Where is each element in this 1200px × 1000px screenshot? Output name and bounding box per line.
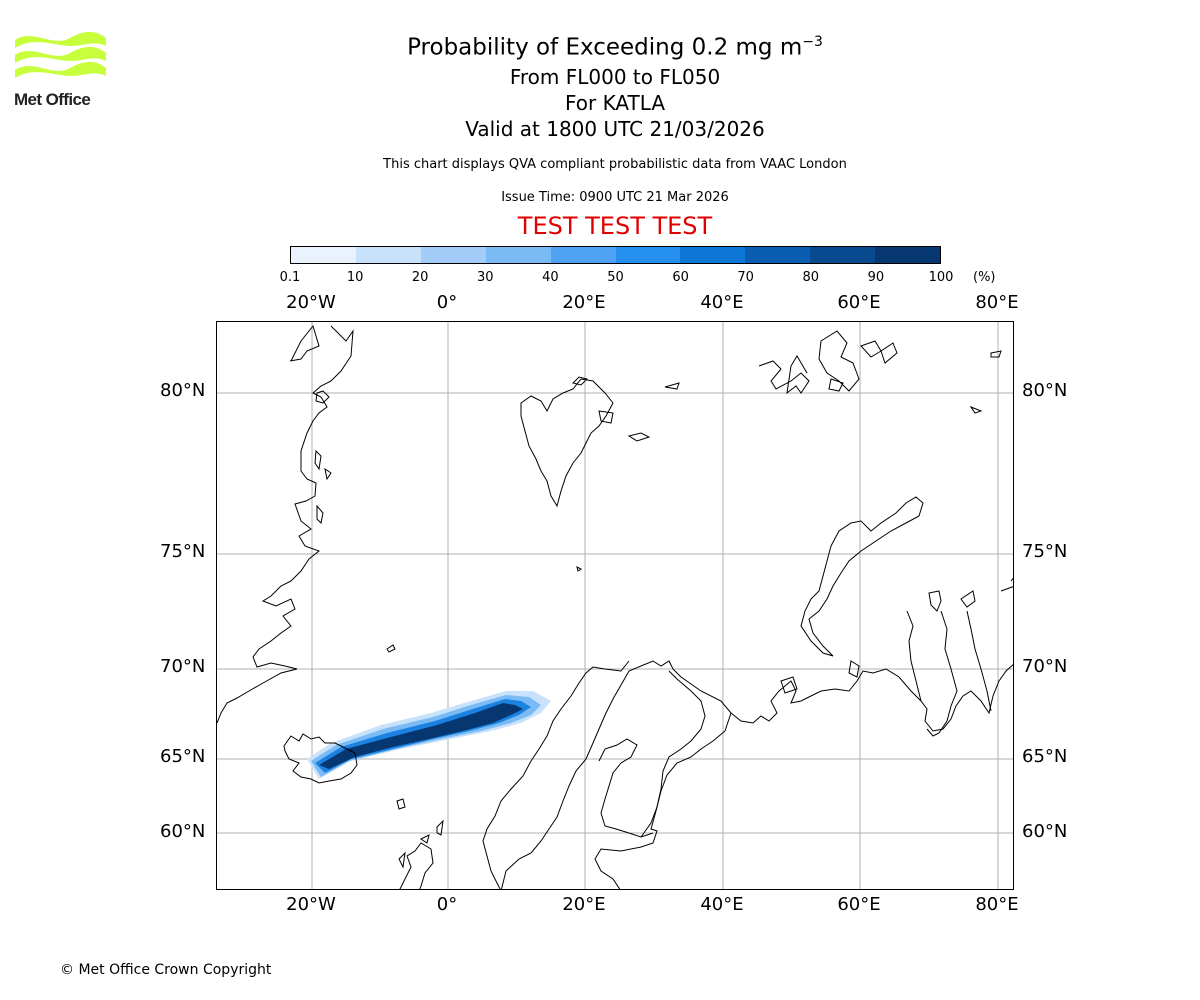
colorbar-tick-label: 10 [346,270,364,285]
colorbar-segment-6 [615,247,681,263]
coast-jan-mayen [386,644,396,653]
colorbar-segment-9 [810,247,876,263]
volcano-name: For KATLA [565,90,665,115]
colorbar-tick-label: 30 [477,270,494,285]
colorbar-segment-10 [875,247,941,263]
copyright-notice: © Met Office Crown Copyright [60,962,272,978]
coast-bothnia [598,738,654,838]
issue-time: Issue Time: 0900 UTC 21 Mar 2026 [501,190,729,205]
lat-label-right-5: 60°N [1022,821,1068,842]
colorbar-tick-label: 20 [411,270,429,285]
test-banner: TEST TEST TEST [517,212,713,240]
lon-label-bottom-3: 20°E [562,894,606,915]
lat-label-left-1: 80°N [160,380,206,401]
ash-plume [307,691,551,779]
colorbar-segment-4 [485,247,551,263]
lon-label-top-4: 40°E [700,292,744,313]
flight-levels: From FL000 to FL050 [509,64,721,89]
map-canvas [217,322,1013,889]
coast-iceland [283,733,358,784]
graticule [217,322,1013,889]
map-panel [216,321,1014,890]
lat-label-right-3: 70°N [1022,656,1068,677]
coastlines [217,324,1013,889]
colorbar-unit: (%) [973,270,996,285]
coast-novaya-zemlya [800,496,924,657]
coast-kanin [780,660,860,694]
colorbar-tick-label: 40 [542,270,559,285]
lon-label-bottom-2: 0° [436,894,458,915]
coast-russia-north [730,664,1013,732]
colorbar-segment-8 [745,247,811,263]
coast-franz-josef-land [758,330,1002,414]
lon-label-bottom-1: 20°W [286,894,336,915]
lon-label-top-6: 80°E [975,292,1019,313]
colorbar-ticks: 0.1 10 20 30 40 50 60 70 80 90 100 [0,270,1200,290]
lat-label-right-4: 65°N [1022,746,1068,767]
coast-svalbard-east [576,382,680,572]
coast-scotland [399,842,434,889]
coast-scandinavia [500,660,732,889]
coast-greenland [217,324,354,724]
lat-label-right-1: 80°N [1022,380,1068,401]
colorbar-tick-label: 100 [928,270,954,285]
chart-title: Probability of Exceeding 0.2 mg m−3 [407,34,823,61]
coast-shetland [436,819,444,836]
chart-description: This chart displays QVA compliant probab… [383,157,847,172]
lon-label-bottom-6: 80°E [975,894,1019,915]
lat-label-left-4: 65°N [160,746,206,767]
colorbar-tick-label: 70 [737,270,754,285]
lon-label-top-1: 20°W [286,292,336,313]
colorbar-segment-7 [680,247,746,263]
coast-scottish-isles [398,834,430,869]
coast-faroe [396,798,406,810]
colorbar-tick-label: 80 [802,270,820,285]
colorbar-tick-label: 0.1 [279,270,301,285]
met-office-waves-icon [15,31,106,78]
coast-yamal [906,577,1013,737]
colorbar-tick-label: 50 [607,270,624,285]
lat-label-right-2: 75°N [1022,541,1068,562]
title-block: Probability of Exceeding 0.2 mg m−3 From… [315,26,915,142]
valid-time: Valid at 1800 UTC 21/03/2026 [465,116,765,141]
lat-label-left-2: 75°N [160,541,206,562]
colorbar-tick-label: 60 [672,270,689,285]
lon-label-top-5: 60°E [837,292,881,313]
colorbar-segment-3 [420,247,486,263]
colorbar-tick-label: 90 [867,270,885,285]
coast-greenland-islands [314,390,332,525]
lon-label-bottom-5: 60°E [837,894,881,915]
colorbar-segment-5 [550,247,616,263]
colorbar [290,246,941,264]
coast-finland [640,670,706,838]
lon-label-bottom-4: 40°E [700,894,744,915]
colorbar-segment-2 [355,247,421,263]
lon-label-top-2: 0° [436,292,458,313]
met-office-logo: Met Office [14,30,110,112]
plume-band-90 [319,703,523,769]
coast-norway-west [482,660,630,889]
lon-label-top-3: 20°E [562,292,606,313]
colorbar-segment-1 [291,247,356,263]
lat-label-left-5: 60°N [160,821,206,842]
lat-label-left-3: 70°N [160,656,206,677]
logo-text: Met Office [14,90,91,109]
coast-svalbard [520,376,614,508]
